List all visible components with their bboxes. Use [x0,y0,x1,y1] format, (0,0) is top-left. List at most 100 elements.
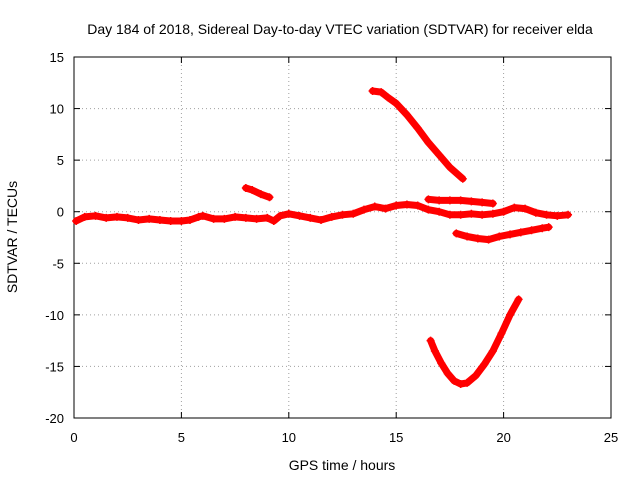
data-point [452,229,461,238]
data-point [368,87,377,96]
y-tick-label: -5 [52,256,64,271]
data-point [248,186,257,195]
grid-layer [74,57,611,418]
x-axis: 0 5 10 15 20 25 [70,57,618,445]
data-point [458,174,467,183]
data-point [478,210,487,219]
data-point [445,210,454,219]
data-point [456,210,465,219]
data-point [194,212,203,221]
data-point [484,235,493,244]
data-point [102,213,111,222]
series-line [452,223,553,244]
x-axis-label: GPS time / hours [289,457,396,473]
data-point [112,212,121,221]
data-point [276,211,285,220]
data-point [506,310,515,319]
data-point [177,216,186,225]
x-tick-label: 20 [496,430,510,445]
series-short-segment-8h [241,183,274,202]
data-point [413,124,422,133]
series-line [427,295,523,388]
data-point [265,193,274,202]
data-point [456,196,465,205]
y-tick-label: 5 [57,153,64,168]
data-point [488,346,497,355]
data-point [510,203,519,212]
data-point [471,371,480,380]
data-point [317,215,326,224]
series-descending-arc [368,87,467,183]
data-point [252,214,261,223]
y-axis-label: SDTVAR / TECUs [4,181,20,293]
data-point [424,205,433,214]
data-point [426,336,435,345]
data-point [91,211,100,220]
data-point [430,346,439,355]
series-upper-branch-17h [424,195,497,208]
data-point [269,216,278,225]
data-point [531,208,540,217]
data-point [467,209,476,218]
data-point [463,378,472,387]
data-point [155,215,164,224]
data-point [437,359,446,368]
data-point [516,228,525,237]
y-tick-label: -10 [45,308,64,323]
data-point [478,198,487,207]
data-point [166,216,175,225]
data-point [402,110,411,119]
data-point [256,190,265,199]
data-point [445,196,454,205]
data-point [284,209,293,218]
x-tick-label: 15 [389,430,403,445]
data-point [327,212,336,221]
data-point [467,197,476,206]
data-point [538,224,547,233]
x-tick-label: 0 [70,430,77,445]
data-point [383,93,392,102]
data-point [435,150,444,159]
series-line [242,184,273,201]
data-point [456,379,465,388]
data-point [198,211,207,220]
series-lower-branch-18h [452,223,553,244]
data-point [123,213,132,222]
data-point [241,183,250,192]
data-point [370,202,379,211]
data-point [480,360,489,369]
series-layer [72,87,573,388]
data-point [488,209,497,218]
data-point [521,204,530,213]
data-point [514,295,523,304]
series-u-shaped-dip [426,295,523,388]
y-tick-label: 15 [50,50,64,65]
data-point [473,234,482,243]
data-point [497,329,506,338]
data-point [231,212,240,221]
data-point [443,369,452,378]
data-point [445,163,454,172]
data-point [435,196,444,205]
x-tick-label: 10 [282,430,296,445]
data-point [295,211,304,220]
data-point [553,211,562,220]
series-line [369,87,467,183]
data-point [80,212,89,221]
data-point [488,199,497,208]
data-point [402,200,411,209]
x-tick-label: 5 [178,430,185,445]
data-point [381,204,390,213]
data-point [542,210,551,219]
data-point [241,213,250,222]
data-point [413,201,422,210]
data-point [392,99,401,108]
data-point [564,210,573,219]
data-point [72,216,81,225]
data-point [359,205,368,214]
x-tick-label: 25 [604,430,618,445]
y-tick-label: -20 [45,411,64,426]
data-point [209,214,218,223]
data-point [506,230,515,239]
